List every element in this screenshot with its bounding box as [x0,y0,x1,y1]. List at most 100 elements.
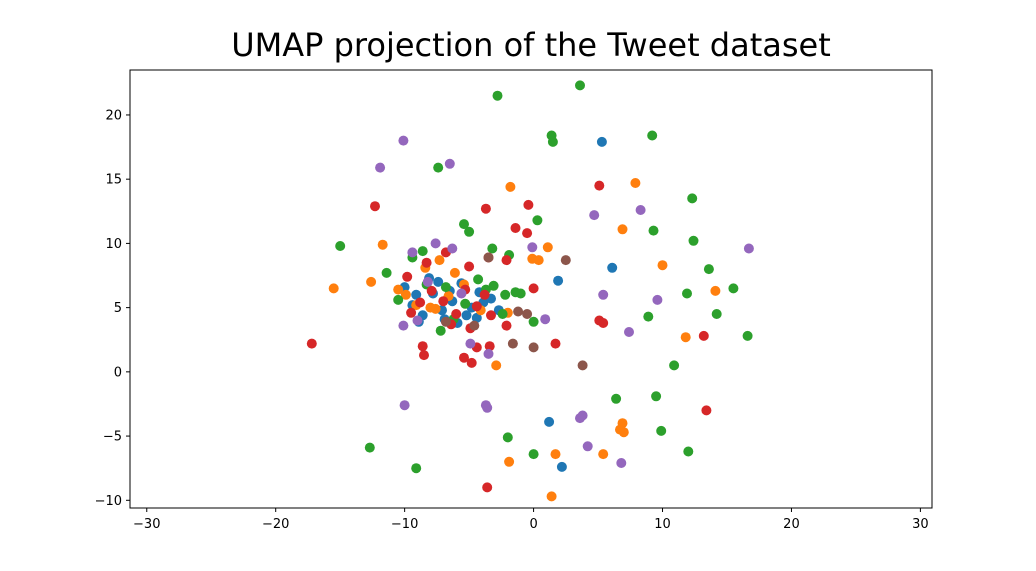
y-tick-label: 10 [105,237,122,252]
data-point [647,130,658,141]
data-point [480,203,491,214]
data-point [381,267,392,278]
data-point [466,357,477,368]
x-tick-label: 20 [783,517,800,532]
data-point [656,425,667,436]
data-point [544,416,555,427]
data-point [556,461,567,472]
data-point [504,456,515,467]
x-tick-label: 10 [654,517,671,532]
data-point [710,285,721,296]
data-point [560,255,571,266]
data-point [547,136,558,147]
data-point [484,341,495,352]
series-5 [440,252,588,371]
y-tick-label: 20 [105,108,122,123]
axes-layer: −30 −20 −10 0 10 20 30 −10 −5 0 5 10 15 20 [95,69,933,532]
data-point [669,360,680,371]
data-point [528,316,539,327]
data-point [426,285,437,296]
data-point [594,180,605,191]
series-3 [306,180,712,493]
data-point [643,311,654,322]
data-point [652,294,663,305]
data-point [687,193,698,204]
data-point [607,262,618,273]
data-point [479,289,490,300]
data-point [412,315,423,326]
data-point [469,320,480,331]
y-tick-label: 0 [114,365,122,380]
data-point [464,226,475,237]
data-point [491,360,502,371]
data-point [328,283,339,294]
data-point [553,275,564,286]
data-point [422,276,433,287]
data-point [522,309,533,319]
data-point [680,332,691,343]
data-point [464,261,475,272]
data-point [444,158,455,169]
x-tick-label: −10 [391,517,418,532]
data-point [630,178,641,188]
data-point [482,402,493,413]
data-point [598,449,609,460]
data-point [698,330,709,341]
data-point [701,405,712,416]
data-point [624,327,634,337]
data-point [471,312,482,323]
data-point [617,224,628,235]
data-point [635,205,646,215]
x-tick-label: −30 [133,517,160,532]
series-4 [375,135,754,468]
data-point [461,310,472,321]
x-tick-label: −20 [262,517,289,532]
chart-title: UMAP projection of the Tweet dataset [231,26,831,64]
data-point [473,274,484,285]
data-point [488,280,499,291]
data-point [528,449,539,460]
data-point [596,136,607,147]
data-point [417,341,428,352]
x-tick-label: 0 [529,517,537,532]
data-point [611,393,622,404]
data-point [582,441,593,452]
data-point [393,294,404,305]
data-point [507,338,518,349]
data-point [482,482,493,493]
data-point [743,243,754,254]
data-point [577,410,588,421]
data-point [434,255,445,266]
data-point [417,246,428,257]
data-point [575,80,585,91]
data-point [598,318,609,328]
data-point [577,360,588,371]
data-point [393,284,404,295]
plot-frame [129,69,933,509]
data-point [435,325,446,336]
data-point [510,223,521,233]
data-point [447,243,458,254]
data-point [411,289,422,300]
data-point [682,288,692,299]
data-point [546,491,557,502]
data-point [540,314,551,325]
data-point [528,283,539,294]
data-point [542,242,553,253]
data-point [657,260,668,271]
data-point [440,316,451,327]
data-point [487,243,498,254]
data-point [430,238,441,249]
data-point [501,320,512,331]
data-point [501,255,512,266]
data-point [515,288,526,299]
data-point [459,219,469,230]
data-point [471,301,482,312]
data-point [528,342,539,353]
data-point [335,241,346,251]
data-point [522,228,533,239]
data-point [532,215,543,226]
data-point [460,298,471,309]
